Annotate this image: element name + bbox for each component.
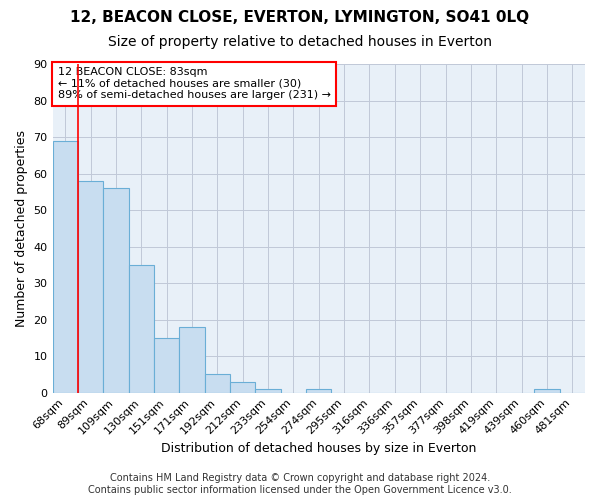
- Text: Contains HM Land Registry data © Crown copyright and database right 2024.
Contai: Contains HM Land Registry data © Crown c…: [88, 474, 512, 495]
- Bar: [534, 389, 560, 392]
- Bar: [230, 382, 256, 392]
- Bar: [256, 389, 281, 392]
- Text: 12, BEACON CLOSE, EVERTON, LYMINGTON, SO41 0LQ: 12, BEACON CLOSE, EVERTON, LYMINGTON, SO…: [70, 10, 530, 25]
- Bar: [205, 374, 230, 392]
- Bar: [103, 188, 128, 392]
- Bar: [179, 327, 205, 392]
- X-axis label: Distribution of detached houses by size in Everton: Distribution of detached houses by size …: [161, 442, 476, 455]
- Bar: [154, 338, 179, 392]
- Text: 12 BEACON CLOSE: 83sqm
← 11% of detached houses are smaller (30)
89% of semi-det: 12 BEACON CLOSE: 83sqm ← 11% of detached…: [58, 68, 331, 100]
- Bar: [78, 181, 103, 392]
- Bar: [128, 265, 154, 392]
- Text: Size of property relative to detached houses in Everton: Size of property relative to detached ho…: [108, 35, 492, 49]
- Y-axis label: Number of detached properties: Number of detached properties: [15, 130, 28, 327]
- Bar: [306, 389, 331, 392]
- Bar: [53, 140, 78, 392]
